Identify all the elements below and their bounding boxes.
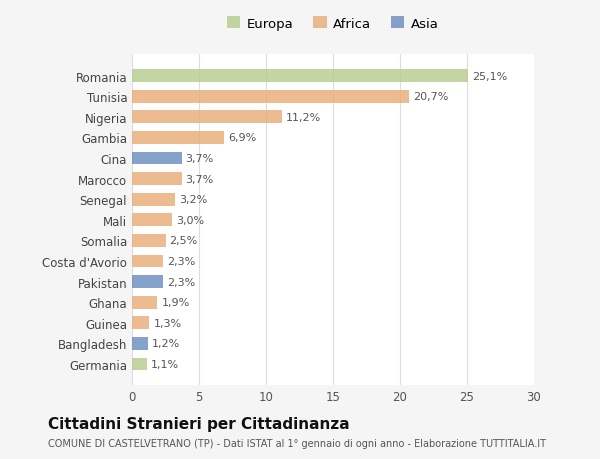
Bar bbox=[132, 296, 157, 309]
Text: 25,1%: 25,1% bbox=[472, 72, 508, 81]
Bar bbox=[132, 317, 149, 330]
Text: 20,7%: 20,7% bbox=[413, 92, 449, 102]
Bar bbox=[132, 70, 469, 83]
Text: 3,0%: 3,0% bbox=[176, 215, 205, 225]
Bar bbox=[132, 214, 172, 227]
Text: 11,2%: 11,2% bbox=[286, 112, 322, 123]
Bar bbox=[132, 255, 163, 268]
Bar bbox=[132, 193, 175, 206]
Bar bbox=[132, 90, 409, 103]
Text: 3,2%: 3,2% bbox=[179, 195, 207, 205]
Text: COMUNE DI CASTELVETRANO (TP) - Dati ISTAT al 1° gennaio di ogni anno - Elaborazi: COMUNE DI CASTELVETRANO (TP) - Dati ISTA… bbox=[48, 438, 546, 448]
Text: 3,7%: 3,7% bbox=[185, 154, 214, 164]
Text: 2,3%: 2,3% bbox=[167, 257, 195, 266]
Text: 2,3%: 2,3% bbox=[167, 277, 195, 287]
Text: 2,5%: 2,5% bbox=[170, 236, 198, 246]
Bar bbox=[132, 152, 182, 165]
Text: 3,7%: 3,7% bbox=[185, 174, 214, 184]
Text: 1,1%: 1,1% bbox=[151, 359, 179, 369]
Text: Cittadini Stranieri per Cittadinanza: Cittadini Stranieri per Cittadinanza bbox=[48, 416, 350, 431]
Bar bbox=[132, 173, 182, 185]
Bar bbox=[132, 235, 166, 247]
Text: 1,9%: 1,9% bbox=[161, 297, 190, 308]
Legend: Europa, Africa, Asia: Europa, Africa, Asia bbox=[222, 12, 444, 36]
Bar bbox=[132, 132, 224, 145]
Bar bbox=[132, 358, 147, 370]
Text: 1,3%: 1,3% bbox=[154, 318, 182, 328]
Bar bbox=[132, 337, 148, 350]
Bar bbox=[132, 275, 163, 288]
Bar bbox=[132, 111, 282, 124]
Text: 1,2%: 1,2% bbox=[152, 339, 181, 348]
Text: 6,9%: 6,9% bbox=[229, 133, 257, 143]
